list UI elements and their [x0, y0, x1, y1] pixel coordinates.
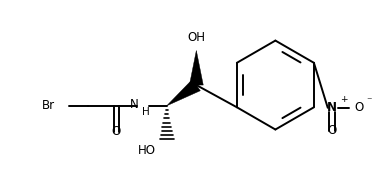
Text: O: O [355, 101, 364, 114]
Text: N: N [327, 101, 337, 114]
Text: O: O [327, 124, 336, 137]
Text: OH: OH [187, 31, 205, 44]
Text: N: N [130, 98, 139, 111]
Polygon shape [167, 79, 200, 106]
Text: Br: Br [42, 99, 55, 112]
Text: ⁻: ⁻ [366, 96, 372, 106]
Polygon shape [189, 51, 203, 85]
Text: HO: HO [138, 144, 156, 157]
Text: +: + [340, 95, 347, 104]
Text: H: H [142, 107, 150, 117]
Text: O: O [112, 125, 121, 138]
